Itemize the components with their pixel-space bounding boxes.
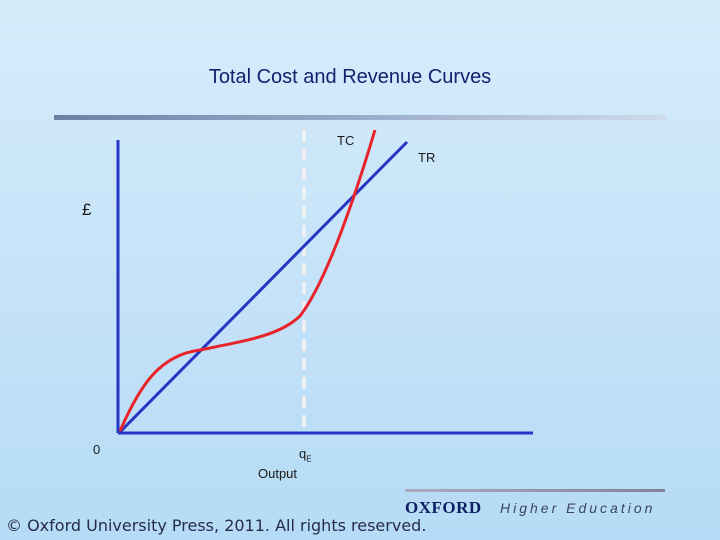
slide-title: Total Cost and Revenue Curves [208, 66, 492, 88]
title-divider [54, 115, 666, 120]
tr-line [118, 140, 409, 434]
copyright-notice: © Oxford University Press, 2011. All rig… [6, 516, 427, 535]
tc-label: TC [337, 133, 355, 148]
x-axis-label: Output [258, 466, 298, 481]
higher-education-logo-text: Higher Education [500, 500, 656, 516]
y-axis-label: £ [82, 200, 92, 219]
qe-label: qE [299, 446, 312, 464]
tr-label: TR [418, 150, 436, 165]
oxford-logo: OXFORD [405, 498, 482, 517]
footer-divider [405, 489, 665, 492]
origin-label: 0 [93, 442, 101, 457]
qe-label-main: q [299, 446, 307, 461]
tc-curve [118, 129, 377, 432]
qe-label-subscript: E [306, 454, 312, 464]
